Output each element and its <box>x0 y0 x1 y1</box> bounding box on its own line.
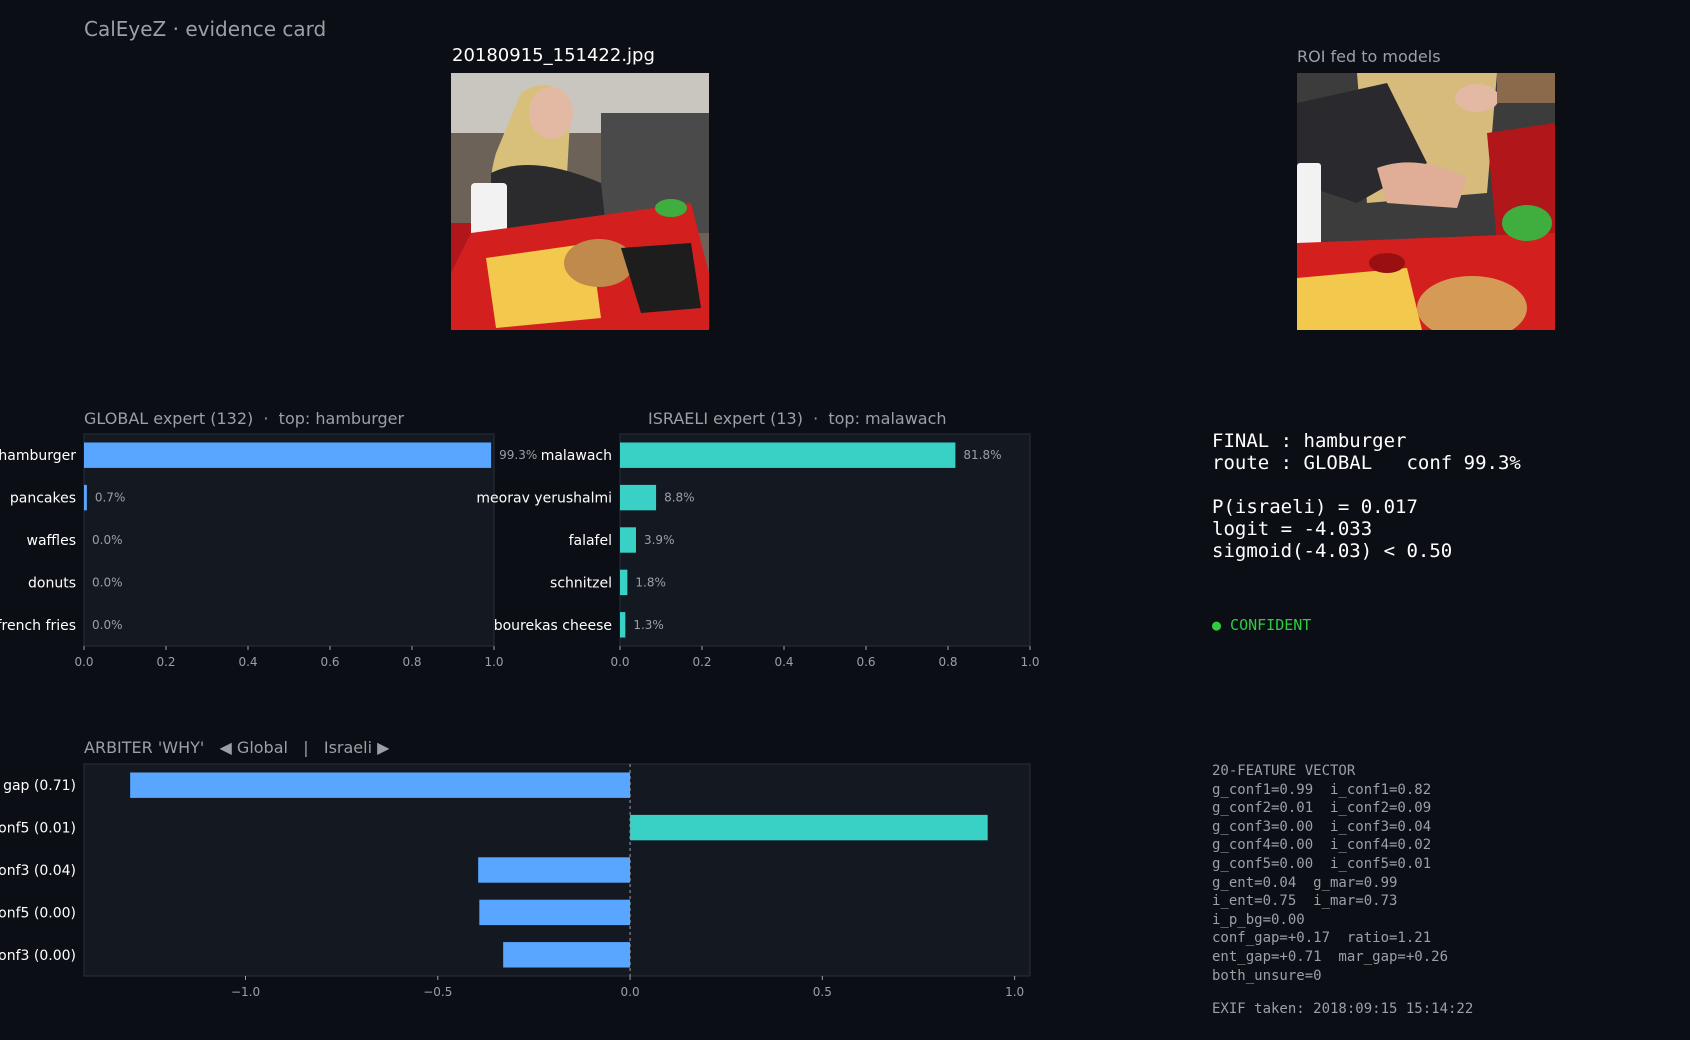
exif-timestamp: EXIF taken: 2018:09:15 15:14:22 <box>1212 1001 1474 1017</box>
page-title: CalEyeZ · evidence card <box>84 17 327 41</box>
food-photo <box>451 73 709 330</box>
data-label: 0.0% <box>92 533 123 547</box>
data-label: 99.3% <box>499 448 537 462</box>
image-filename: 20180915_151422.jpg <box>452 45 655 66</box>
data-label: 1.3% <box>633 618 664 632</box>
category-label: bourekas cheese <box>494 618 612 634</box>
category-label: french fries <box>0 618 76 634</box>
x-tick-label: 1.0 <box>484 655 503 669</box>
final-verdict: FINAL : hamburger route : GLOBAL conf 99… <box>1212 430 1521 562</box>
bar <box>620 527 636 553</box>
x-tick-label: 0.4 <box>774 655 793 669</box>
arbiter-chart-title: ARBITER 'WHY' ◀ Global | Israeli ▶ <box>84 738 390 757</box>
x-tick-label: 0.6 <box>856 655 875 669</box>
plot-area <box>619 433 1031 647</box>
x-tick-label: 0.4 <box>238 655 257 669</box>
x-tick-label: −1.0 <box>231 985 260 999</box>
category-label: malawach <box>541 448 612 464</box>
bar <box>630 814 988 841</box>
x-tick-label: 0.6 <box>320 655 339 669</box>
bar <box>503 942 631 968</box>
x-tick-label: 0.0 <box>74 655 93 669</box>
category-label: onf5 (0.00) <box>0 905 76 921</box>
data-label: 0.0% <box>92 618 123 632</box>
bar <box>84 484 87 511</box>
category-label: pancakes <box>10 491 76 507</box>
category-label: meorav yerushalmi <box>476 491 612 507</box>
x-tick-label: −0.5 <box>423 985 452 999</box>
bar <box>84 442 492 468</box>
arbiter-why-chart: gap (0.71) onf5 (0.01) onf3 (0.04) onf5 (0.… <box>0 763 1031 999</box>
feature-vector: 20-FEATURE VECTOR g_conf1=0.99 i_conf1=0… <box>1212 763 1449 984</box>
x-tick-label: 0.5 <box>813 985 832 999</box>
confident-status: ● CONFIDENT <box>1212 616 1312 634</box>
bar <box>620 569 628 596</box>
x-tick-label: 0.0 <box>610 655 629 669</box>
bar <box>130 772 631 798</box>
bar <box>620 612 626 638</box>
global-expert-chart: hamburger 99.3% pancakes 0.7% waffles 0.0% don… <box>0 433 537 669</box>
x-tick-label: 0.0 <box>621 985 640 999</box>
x-tick-label: 1.0 <box>1020 655 1039 669</box>
bar <box>620 442 956 468</box>
bar <box>478 857 631 883</box>
plot-area <box>83 433 495 647</box>
bar <box>479 899 631 926</box>
category-label: falafel <box>569 533 612 549</box>
category-label: donuts <box>28 575 76 591</box>
x-tick-label: 0.8 <box>402 655 421 669</box>
bar <box>620 484 657 511</box>
category-label: onf3 (0.04) <box>0 863 76 879</box>
x-tick-label: 0.2 <box>692 655 711 669</box>
x-tick-label: 0.2 <box>156 655 175 669</box>
israeli-chart-title: ISRAELI expert (13) · top: malawach <box>648 409 947 428</box>
roi-title: ROI fed to models <box>1297 47 1441 66</box>
x-tick-label: 1.0 <box>1005 985 1024 999</box>
israeli-expert-chart: malawach 81.8% meorav yerushalmi 8.8% falafe… <box>476 433 1040 669</box>
x-tick-label: 0.8 <box>938 655 957 669</box>
category-label: hamburger <box>0 448 76 464</box>
category-label: schnitzel <box>550 575 612 591</box>
global-chart-title: GLOBAL expert (132) · top: hamburger <box>84 409 405 428</box>
roi-photo <box>1297 73 1555 330</box>
category-label: gap (0.71) <box>3 778 76 794</box>
data-label: 0.0% <box>92 575 123 589</box>
data-label: 0.7% <box>95 491 126 505</box>
category-label: waffles <box>27 533 76 549</box>
data-label: 1.8% <box>635 575 666 589</box>
data-label: 81.8% <box>963 448 1001 462</box>
category-label: onf3 (0.00) <box>0 948 76 964</box>
data-label: 8.8% <box>664 491 695 505</box>
data-label: 3.9% <box>644 533 675 547</box>
category-label: onf5 (0.01) <box>0 821 76 837</box>
